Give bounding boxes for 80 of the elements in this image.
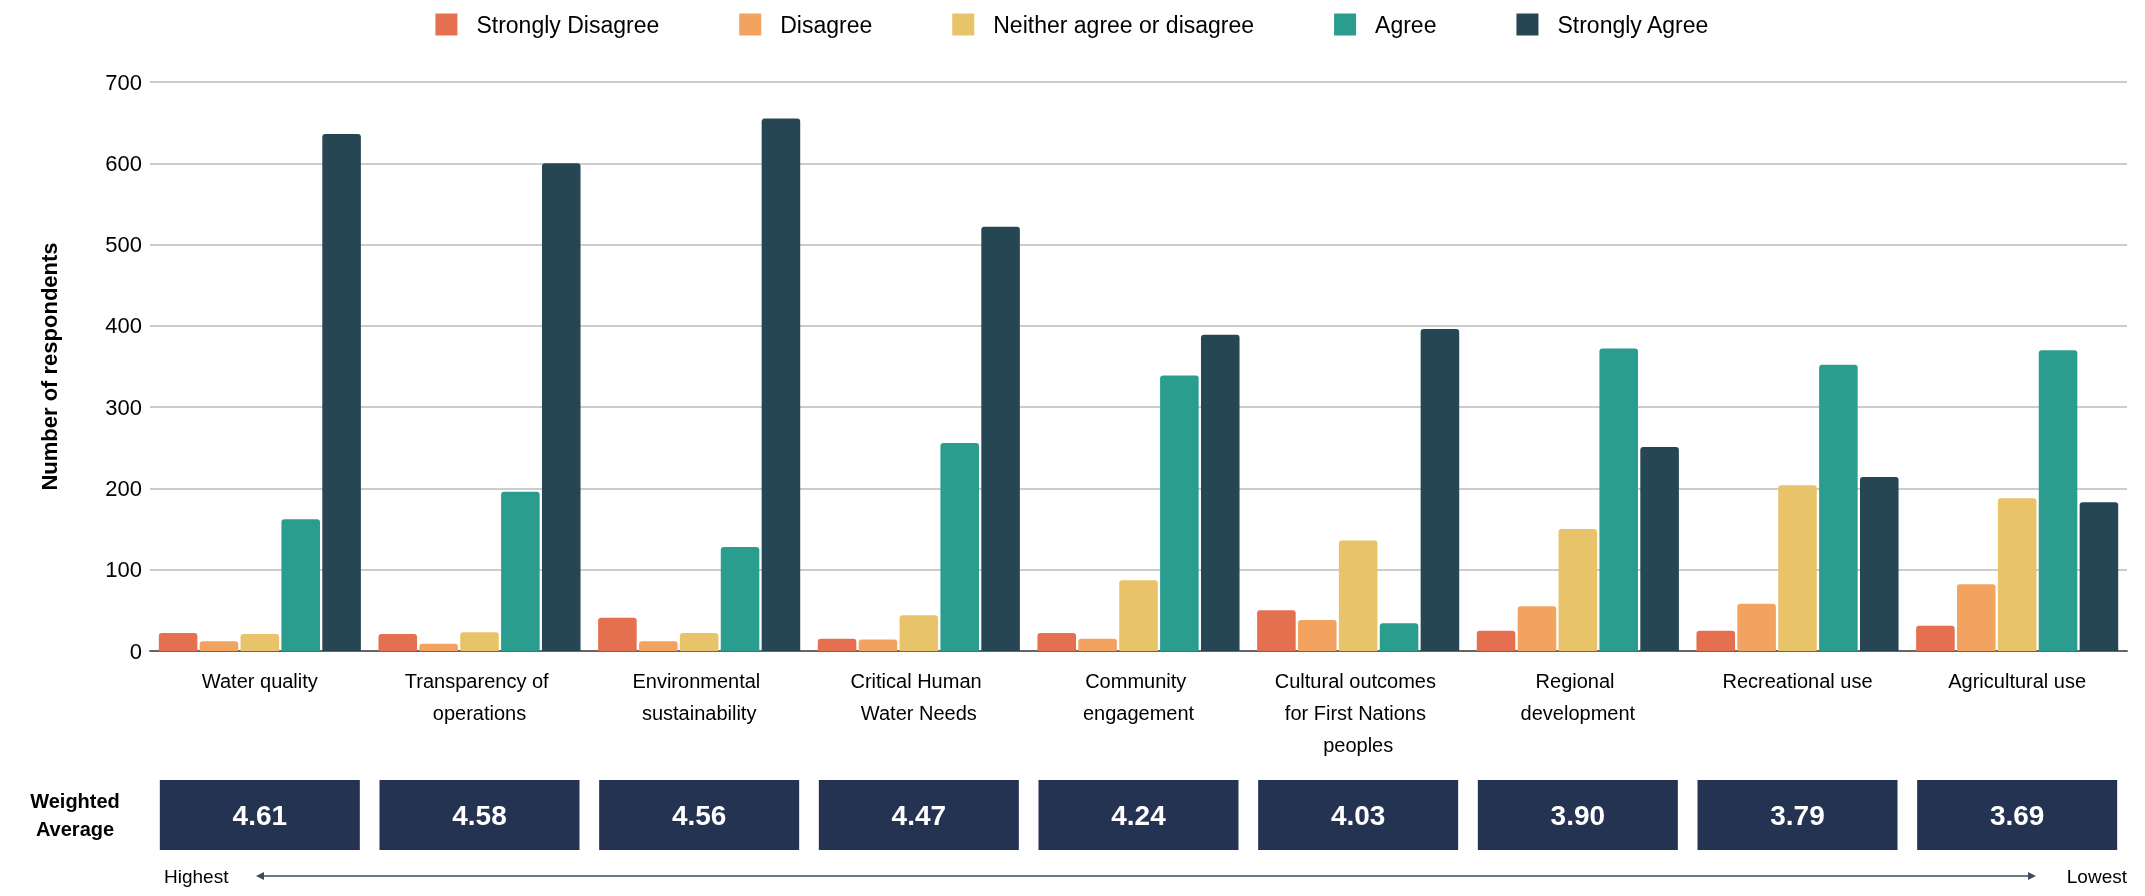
- text: 4.58: [452, 799, 507, 831]
- x-tick-label: Agricultural use: [1948, 670, 2087, 692]
- bar: [1379, 623, 1419, 651]
- bar: [1599, 348, 1638, 651]
- text: Highest: [164, 865, 230, 887]
- legend-label: Disagree: [780, 11, 873, 38]
- legend-label: Agree: [1375, 11, 1437, 38]
- bar: [1160, 375, 1199, 651]
- bar: [1696, 630, 1736, 651]
- bar: [761, 118, 801, 651]
- bar: [899, 615, 939, 651]
- bar: [1778, 485, 1817, 651]
- y-tick-label: 0: [129, 638, 142, 664]
- bar: [378, 633, 418, 651]
- text: 4.47: [891, 799, 947, 831]
- bar: [1476, 630, 1516, 651]
- y-tick-label: 700: [105, 69, 142, 95]
- bar: [1859, 477, 1899, 651]
- bar: [639, 641, 678, 651]
- y-tick-label: 400: [105, 313, 142, 339]
- bar: [940, 442, 979, 651]
- text: 3.90: [1550, 799, 1606, 831]
- y-tick-label: 600: [105, 150, 142, 176]
- bar: [817, 638, 857, 651]
- x-tick-label: Recreational use: [1722, 670, 1873, 692]
- text: 3.69: [1989, 799, 2045, 831]
- bar: [598, 617, 637, 651]
- legend-label: Strongly Agree: [1557, 11, 1709, 38]
- bar: [1257, 610, 1296, 651]
- bar: [1037, 633, 1077, 651]
- bar: [1338, 540, 1378, 651]
- bar: [240, 633, 280, 651]
- bar: [1298, 620, 1337, 651]
- bar: [158, 633, 198, 651]
- bar: [981, 226, 1020, 651]
- y-tick-label: 100: [105, 557, 142, 583]
- x-tick-label: Regional development: [1520, 670, 1636, 724]
- bar: [2038, 350, 2078, 651]
- bar: [1997, 498, 2037, 651]
- bar: [1119, 580, 1158, 651]
- bar: [199, 641, 239, 651]
- bar: [1737, 603, 1776, 651]
- bar: [1957, 584, 1996, 651]
- text: Lowest: [2066, 865, 2128, 887]
- text: 4.03: [1330, 799, 1386, 831]
- bar: [1078, 638, 1117, 651]
- bar: [419, 643, 458, 651]
- x-tick-label: Transparency of operations: [404, 670, 555, 724]
- text: 4.56: [671, 799, 727, 831]
- legend-label: Neither agree or disagree: [993, 11, 1255, 38]
- x-tick-label: Community engagement: [1082, 670, 1195, 724]
- x-tick-label: Critical Human Water Needs: [850, 670, 988, 724]
- text: 4.24: [1111, 799, 1167, 831]
- bar: [720, 546, 760, 651]
- x-tick-label: Environmental sustainability: [632, 670, 766, 724]
- bar: [281, 519, 320, 651]
- x-tick-label: Cultural outcomes for First Nations peoples: [1274, 670, 1442, 756]
- bar: [1517, 606, 1557, 651]
- y-tick-label: 500: [105, 232, 142, 258]
- bar: [679, 633, 719, 651]
- bar: [858, 639, 898, 651]
- bar: [460, 632, 499, 651]
- bar: [501, 491, 540, 651]
- x-tick-label: Water quality: [201, 670, 318, 692]
- bar: [1640, 446, 1679, 651]
- text: 3.79: [1770, 799, 1825, 831]
- bar: [1819, 364, 1858, 651]
- y-axis-title: Number of respondents: [36, 242, 62, 491]
- y-tick-label: 200: [105, 475, 142, 501]
- y-tick-label: 300: [105, 394, 142, 420]
- bar: [541, 163, 581, 651]
- bar: [1916, 625, 1955, 651]
- text: 4.61: [232, 799, 288, 831]
- bar: [1558, 529, 1598, 651]
- bar: [322, 134, 361, 651]
- legend-label: Strongly Disagree: [476, 11, 660, 38]
- bar: [2079, 502, 2119, 651]
- bar: [1420, 329, 1460, 651]
- bar: [1200, 334, 1240, 651]
- text: Weighted Average: [30, 790, 120, 840]
